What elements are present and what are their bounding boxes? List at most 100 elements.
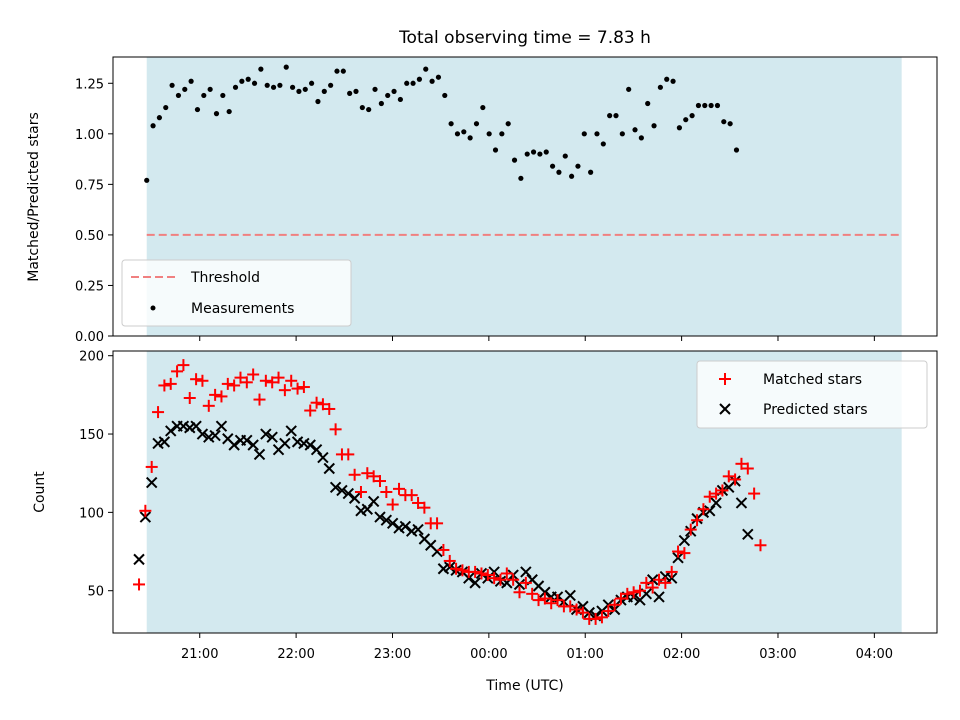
matched-point (152, 406, 165, 419)
bottom-y-tick-label: 100 (79, 506, 104, 521)
measurement-point (220, 92, 226, 99)
predicted-point (133, 553, 145, 566)
predicted-point (742, 528, 754, 541)
measurement-point (328, 82, 334, 88)
predicted-point-stroke (241, 434, 253, 447)
predicted-point (520, 566, 532, 578)
matched-point (608, 598, 621, 611)
predicted-point-stroke (374, 511, 386, 523)
matched-point (323, 402, 336, 415)
x-tick-label: 22:00 (277, 647, 314, 662)
predicted-point (367, 495, 380, 508)
threshold-legend-label: Threshold (190, 270, 260, 286)
matched-point (684, 523, 697, 536)
measurement-point (569, 173, 575, 179)
bottom-legend-box (696, 360, 928, 429)
matched-point (367, 470, 380, 483)
matched-point (481, 569, 494, 582)
measurement-point (657, 84, 663, 90)
measurement-point (670, 78, 676, 84)
predicted-point-stroke (532, 580, 545, 592)
predicted-point-stroke (323, 462, 335, 475)
predicted-point (215, 420, 228, 432)
measurement-point (689, 113, 695, 119)
predicted-point-stroke (735, 497, 748, 509)
measurement-point (467, 135, 473, 141)
measurement-point (277, 82, 283, 88)
measurement-point (480, 104, 486, 111)
top-y-axis-label: Matched/Predicted stars (26, 112, 42, 282)
measurement-point (423, 66, 429, 72)
predicted-point (602, 599, 614, 611)
measurement-point (645, 100, 651, 107)
predicted-point-stroke (260, 428, 272, 440)
predicted-point-stroke (539, 586, 551, 598)
predicted-point-stroke (431, 545, 443, 558)
measurement-point (270, 84, 277, 90)
measurement-point (245, 76, 251, 82)
matched-point (196, 374, 209, 387)
predicted-point-stroke (215, 420, 228, 432)
measurement-point (708, 102, 714, 109)
measurement-point (232, 84, 239, 90)
predicted-point (469, 577, 481, 589)
bottom-axes-frame (112, 350, 938, 634)
matched-point (228, 379, 241, 392)
matched-point (297, 381, 310, 394)
predicted-point (158, 436, 171, 448)
measurement-point (537, 151, 543, 157)
matched-point (247, 368, 260, 381)
measurement-point (353, 88, 359, 94)
measurement-point (454, 131, 461, 137)
predicted-point (228, 439, 240, 451)
predicted-point (564, 589, 576, 602)
top-y-tick-label: 0.50 (75, 229, 104, 244)
measurement-point (391, 88, 397, 94)
matched-point (741, 462, 754, 475)
predicted-point-stroke (520, 566, 532, 578)
matched-point (202, 399, 215, 412)
measurement-point (714, 102, 721, 109)
measurement-point (530, 149, 537, 155)
predicted-point-stroke (678, 534, 691, 547)
measurement-point (524, 151, 530, 157)
measurement-point (302, 86, 308, 92)
matched-point (703, 490, 716, 503)
matched-point (310, 396, 323, 409)
predicted-point-stroke (665, 572, 678, 584)
bottom-legend: Matched stars Predicted stars (696, 360, 928, 429)
measurement-point (201, 92, 207, 99)
predicted-point-stroke (266, 431, 278, 443)
top-axes-frame (112, 56, 938, 337)
measurement-point (404, 80, 410, 86)
matched-point (564, 600, 577, 613)
predicted-point-stroke (386, 517, 399, 530)
predicted-point (361, 503, 374, 515)
matched-point (513, 586, 526, 599)
predicted-point-stroke (564, 589, 576, 602)
measurement-point (194, 106, 201, 113)
predicted-point-stroke (742, 528, 754, 541)
x-tick-label: 23:00 (374, 647, 411, 662)
predicted-point-stroke (444, 561, 456, 573)
measurement-point (309, 80, 315, 86)
matched-point (405, 489, 418, 502)
matched-point (240, 376, 253, 389)
matched-point (729, 473, 742, 486)
predicted-point-stroke (380, 514, 393, 526)
measurement-point (156, 115, 163, 121)
predicted-point (678, 534, 691, 547)
matched-point (386, 498, 399, 511)
predicted-point (279, 437, 291, 450)
matched-point (697, 503, 710, 516)
predicted-point-stroke (640, 588, 653, 600)
top-axis-ticks: 0.00 0.25 0.50 0.75 1.00 1.25 (75, 77, 875, 345)
predicted-point-stroke (247, 439, 259, 451)
measurement-point (518, 175, 524, 181)
measurement-point (435, 74, 442, 80)
measurement-point (721, 119, 727, 125)
matched-point (253, 393, 266, 406)
top-y-tick-label: 1.00 (75, 128, 104, 143)
predicted-point (304, 439, 316, 451)
predicted-point (444, 561, 456, 573)
